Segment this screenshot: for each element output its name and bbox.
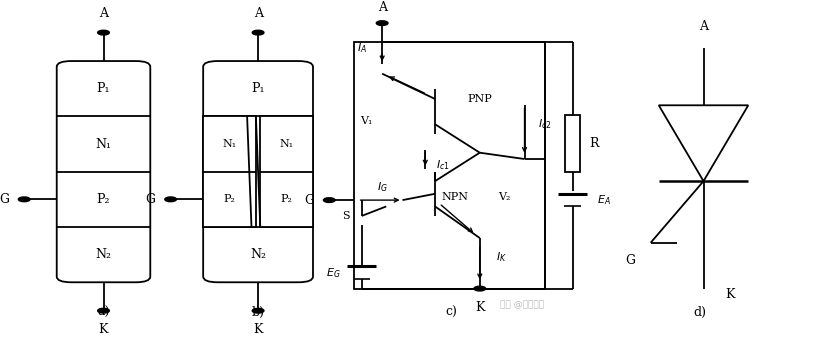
Text: NPN: NPN (442, 192, 469, 202)
Text: K: K (475, 301, 484, 314)
Text: $I_K$: $I_K$ (496, 250, 507, 264)
Text: c): c) (445, 306, 457, 319)
Text: G: G (145, 193, 155, 206)
Text: $I_{c2}$: $I_{c2}$ (538, 117, 552, 131)
Text: K: K (253, 323, 263, 336)
Bar (354, 42, 545, 288)
Text: $I_A$: $I_A$ (356, 41, 366, 55)
Circle shape (98, 308, 109, 313)
Text: G: G (304, 193, 314, 207)
FancyBboxPatch shape (203, 61, 313, 282)
Circle shape (253, 30, 263, 35)
Circle shape (323, 198, 335, 202)
Text: V₁: V₁ (360, 116, 372, 126)
Text: P₂: P₂ (224, 194, 235, 204)
Text: $I_{c1}$: $I_{c1}$ (436, 158, 450, 172)
Text: R: R (590, 137, 599, 150)
Text: G: G (625, 254, 635, 267)
Text: N₂: N₂ (250, 248, 266, 261)
Text: P₁: P₁ (96, 82, 111, 95)
Text: 知乎 @胡说漫谈: 知乎 @胡说漫谈 (500, 300, 544, 309)
Text: P₂: P₂ (96, 193, 111, 206)
Text: A: A (377, 1, 386, 14)
Text: N₁: N₁ (279, 139, 293, 149)
Text: K: K (725, 288, 735, 301)
Text: S: S (342, 211, 349, 221)
Text: N₁: N₁ (96, 137, 111, 151)
Circle shape (253, 308, 263, 313)
Bar (203, 116, 256, 227)
Text: K: K (99, 323, 108, 336)
Text: A: A (99, 7, 108, 20)
Text: N₂: N₂ (96, 248, 111, 261)
Text: d): d) (693, 306, 706, 319)
FancyBboxPatch shape (57, 61, 150, 282)
Text: a): a) (97, 306, 110, 319)
Text: A: A (699, 20, 708, 33)
Text: V₂: V₂ (498, 192, 510, 202)
Bar (565, 115, 580, 172)
Circle shape (376, 21, 388, 25)
Circle shape (18, 197, 30, 202)
Text: N₁: N₁ (223, 139, 237, 149)
Bar (260, 116, 313, 227)
Circle shape (98, 30, 109, 35)
Text: b): b) (252, 306, 264, 319)
Polygon shape (659, 105, 748, 181)
Text: $E_G$: $E_G$ (326, 266, 341, 280)
Text: $E_A$: $E_A$ (597, 193, 610, 207)
Circle shape (474, 286, 485, 291)
Circle shape (165, 197, 176, 202)
Text: PNP: PNP (467, 94, 492, 104)
Text: A: A (253, 7, 263, 20)
Text: $I_G$: $I_G$ (376, 181, 387, 194)
Text: G: G (0, 193, 9, 206)
Text: P₂: P₂ (281, 194, 293, 204)
Text: P₁: P₁ (251, 82, 265, 95)
